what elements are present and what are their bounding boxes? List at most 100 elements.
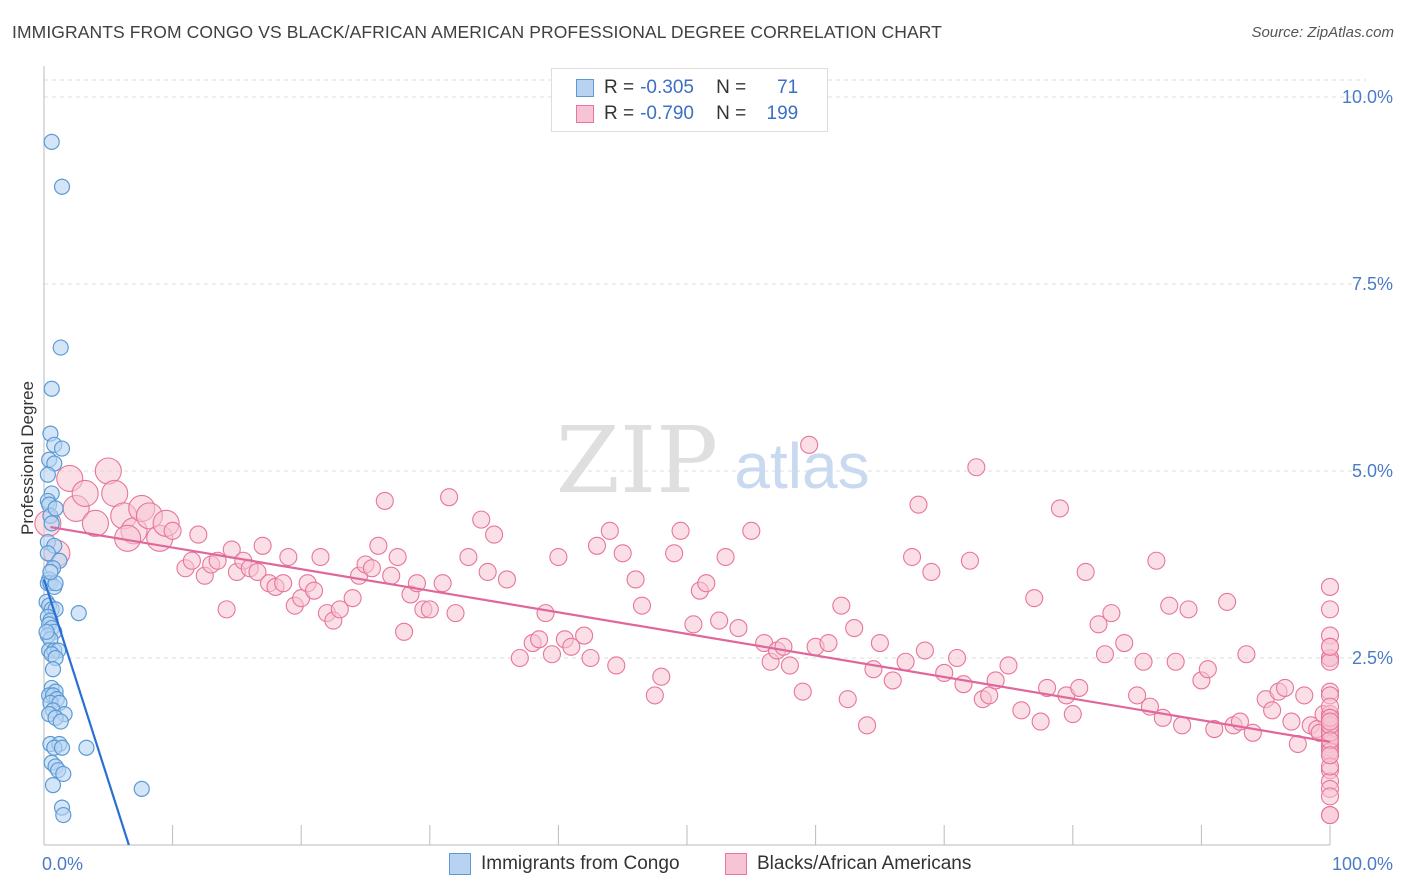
bottom-legend-congo: Immigrants from Congo [449, 852, 680, 876]
point-black-african-american [542, 645, 562, 664]
point-black-african-american [536, 604, 555, 623]
point-black-african-american [665, 544, 684, 563]
point-black-african-american [1160, 596, 1179, 615]
trend-lines [42, 526, 1331, 846]
point-black-african-american [1320, 787, 1340, 806]
point-black-african-american [1263, 701, 1282, 720]
point-black-african-american [362, 559, 381, 578]
point-black-african-american [626, 570, 645, 589]
point-black-african-american [948, 648, 967, 668]
point-congo [52, 713, 69, 730]
point-black-african-american [478, 562, 497, 582]
point-black-african-american [1282, 712, 1301, 731]
legend-r-value: -0.305 [640, 77, 694, 98]
point-black-african-american [459, 547, 478, 567]
point-black-african-american [883, 671, 902, 690]
point-black-african-american [845, 619, 864, 638]
point-black-african-american [742, 521, 761, 540]
point-black-african-american [896, 652, 915, 671]
legend-r-label: R = [604, 103, 635, 124]
point-black-african-american [343, 589, 362, 608]
point-congo [43, 133, 60, 150]
point-black-african-american [999, 656, 1018, 675]
point-black-african-american [902, 547, 922, 567]
point-congo [44, 777, 62, 794]
point-black-african-american [1320, 637, 1340, 656]
point-black-african-american [71, 479, 99, 507]
source-label: Source: ZipAtlas.com [1251, 24, 1394, 41]
point-black-african-american [575, 626, 594, 645]
bottom-legend-swatch-pink [725, 853, 747, 875]
chart-title: IMMIGRANTS FROM CONGO VS BLACK/AFRICAN A… [12, 22, 942, 42]
point-black-african-american [1237, 645, 1256, 664]
point-black-african-american [1147, 551, 1166, 570]
bottom-legend-black: Blacks/African Americans [725, 852, 971, 876]
point-black-african-american [613, 544, 632, 563]
point-black-african-american [189, 525, 208, 544]
point-black-african-american [1166, 652, 1185, 671]
watermark-zip: ZIP [556, 407, 718, 514]
point-congo [38, 623, 55, 640]
bottom-legend-swatch-blue [449, 853, 471, 875]
point-black-african-american [163, 521, 182, 540]
point-black-african-american [420, 600, 439, 619]
point-black-african-american [395, 622, 414, 641]
point-black-african-american [1179, 600, 1198, 619]
point-black-african-american [94, 457, 122, 485]
legend-n-label: N = [716, 103, 747, 124]
point-black-african-american [800, 435, 819, 454]
point-black-african-american [1025, 589, 1044, 608]
point-black-african-american [1320, 806, 1340, 825]
legend-n-value: 71 [777, 77, 799, 98]
point-congo [42, 563, 59, 581]
point-black-african-american [645, 686, 664, 705]
point-black-african-american [446, 604, 465, 623]
point-congo [39, 466, 56, 483]
point-black-african-american [1275, 678, 1295, 697]
point-black-african-american [1295, 686, 1314, 705]
point-black-african-american [1089, 615, 1108, 634]
point-black-african-american [81, 509, 109, 537]
point-black-african-american [305, 581, 324, 600]
point-black-african-american [1070, 678, 1089, 697]
watermark: ZIP atlas [556, 407, 870, 514]
point-black-african-american [780, 656, 799, 675]
point-black-african-american [1218, 592, 1237, 611]
point-congo [53, 178, 71, 195]
point-black-african-american [1128, 686, 1147, 705]
y-tick-label: 10.0% [1342, 87, 1393, 107]
point-congo [55, 765, 72, 783]
point-black-african-american [793, 682, 812, 701]
point-black-african-american [832, 596, 851, 615]
y-tick-label: 7.5% [1352, 274, 1393, 294]
point-congo [133, 780, 150, 798]
point-black-african-american [632, 596, 652, 615]
point-black-african-american [433, 574, 452, 593]
point-black-african-american [549, 547, 568, 567]
point-black-african-american [607, 656, 626, 675]
point-black-african-american [1076, 562, 1095, 582]
point-congo [39, 545, 56, 562]
bottom-legend-label-congo: Immigrants from Congo [481, 853, 680, 874]
point-black-african-american [697, 574, 716, 593]
point-black-african-american [729, 619, 748, 638]
point-congo [78, 739, 95, 756]
point-black-african-american [1038, 678, 1057, 697]
point-black-african-american [915, 641, 934, 660]
y-tick-label: 2.5% [1352, 648, 1393, 668]
point-black-african-american [388, 547, 407, 567]
point-congo [70, 605, 87, 622]
point-congo [43, 380, 60, 397]
point-black-african-american [600, 521, 619, 540]
point-black-african-american [684, 615, 703, 634]
bottom-legend-label-black: Blacks/African Americans [757, 853, 972, 874]
legend-r-value: -0.790 [640, 103, 694, 124]
legend-n-label: N = [716, 77, 747, 98]
point-congo [53, 440, 71, 457]
point-black-african-american [253, 536, 272, 555]
point-black-african-american [1095, 645, 1114, 664]
trend-line-congo [42, 579, 130, 846]
point-black-african-american [182, 551, 201, 570]
point-black-african-american [1134, 652, 1153, 671]
point-black-african-american [1031, 712, 1050, 731]
